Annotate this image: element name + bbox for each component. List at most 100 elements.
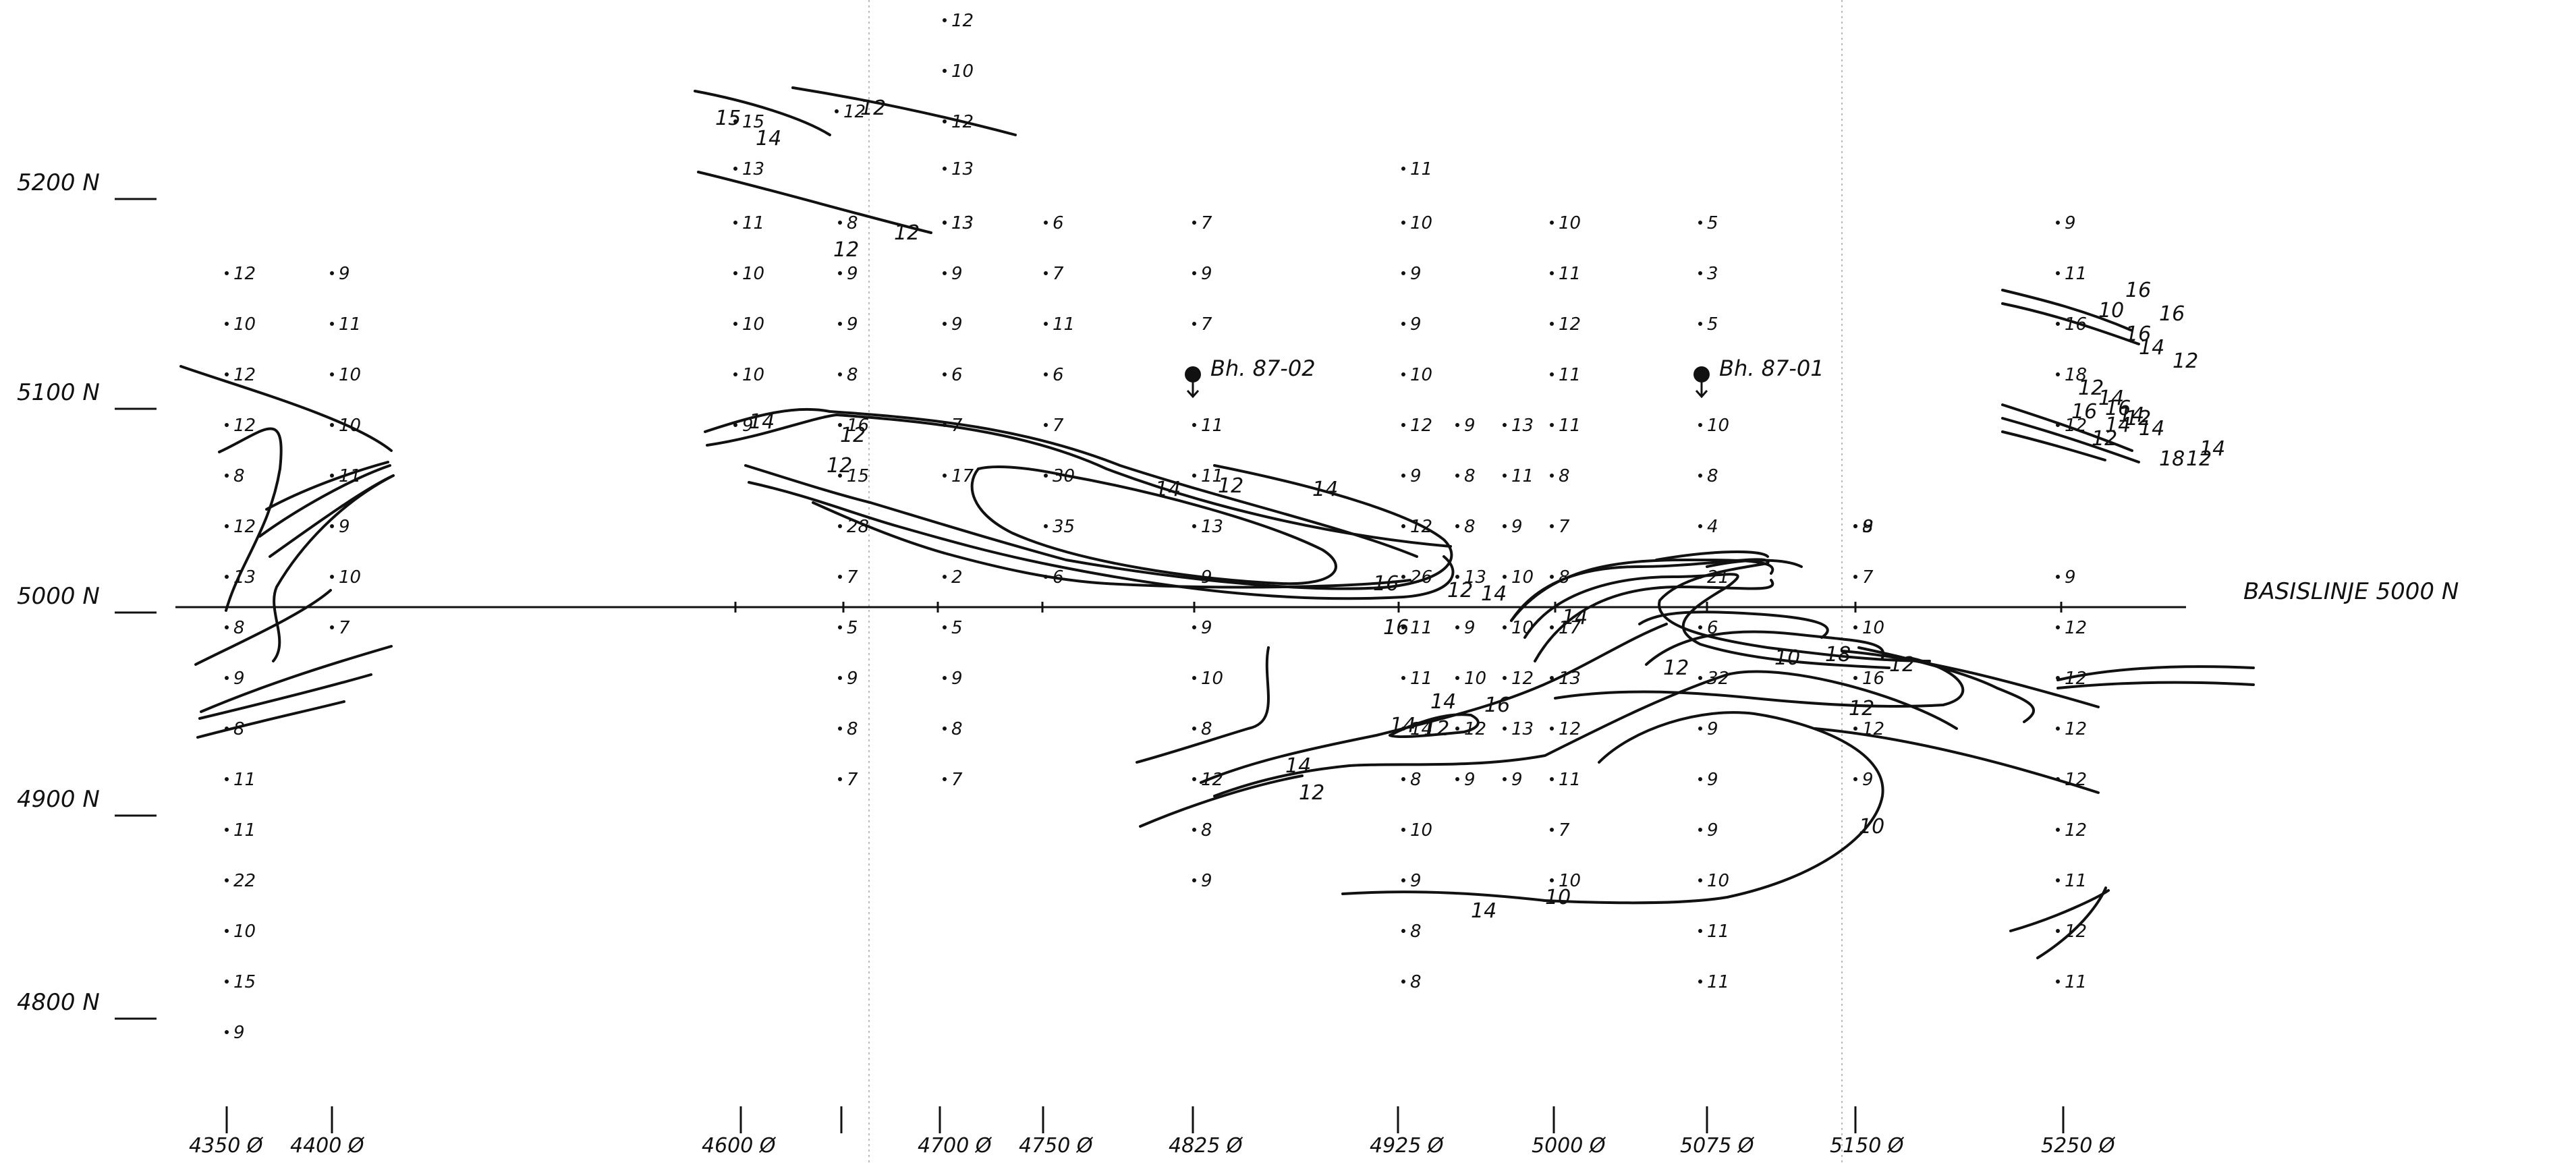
reading-value: 11 <box>1559 264 1581 284</box>
contour-value-label: 12 <box>2078 376 2104 400</box>
reading-value: 10 <box>1559 871 1581 891</box>
reading-dot <box>1192 727 1196 731</box>
reading-value: 12 <box>233 416 256 436</box>
reading-dot <box>330 322 334 326</box>
reading-value: 9 <box>1201 264 1212 284</box>
reading-dot <box>733 119 737 123</box>
reading-value: 11 <box>1410 618 1432 638</box>
reading-dot <box>225 676 229 680</box>
contour-line <box>258 464 391 538</box>
reading-dot <box>1401 423 1405 427</box>
reading-dot <box>1401 676 1405 680</box>
reading-value: 12 <box>1559 314 1581 335</box>
reading-value: 6 <box>1053 365 1064 385</box>
reading-dot <box>1698 423 1702 427</box>
reading-value: 11 <box>1410 669 1432 689</box>
reading-value: 18 <box>2065 365 2087 385</box>
contour-value-label: 10 <box>1545 886 1571 909</box>
reading-dot <box>1044 524 1048 528</box>
contour-value-label: 14 <box>2119 403 2144 427</box>
reading-dot <box>2056 676 2060 680</box>
reading-value: 11 <box>1410 159 1432 179</box>
reading-value: 8 <box>1410 972 1422 992</box>
contour-value-label: 14 <box>1390 714 1416 737</box>
contour-value-label: 12 <box>1849 697 1874 720</box>
baseline-label: BASISLINJE 5000 N <box>2243 578 2459 605</box>
reading-dot <box>1503 676 1507 680</box>
reading-value: 10 <box>1559 213 1581 233</box>
reading-dot <box>1401 929 1405 933</box>
contour-line <box>2001 430 2106 461</box>
reading-dot <box>838 271 842 275</box>
contour-line <box>748 481 1455 600</box>
reading-dot <box>330 271 334 275</box>
reading-dot <box>1698 676 1702 680</box>
reading-value: 7 <box>1559 517 1570 537</box>
reading-value: 17 <box>1559 618 1581 638</box>
reading-dot <box>1455 524 1459 528</box>
contour-value-label: 14 <box>749 410 775 434</box>
reading-value: 12 <box>1559 719 1581 739</box>
reading-value: 7 <box>951 770 963 790</box>
reading-dot <box>1698 271 1702 275</box>
east-label: 4350 Ø <box>189 1134 264 1158</box>
contour-value-label: 14 <box>1481 582 1507 606</box>
reading-value: 9 <box>1201 871 1212 891</box>
reading-value: 9 <box>1707 719 1718 739</box>
borehole-arrow-icon <box>1695 381 1708 399</box>
reading-value: 12 <box>233 517 256 537</box>
reading-value: 10 <box>742 365 764 385</box>
reading-value: 9 <box>1862 770 1874 790</box>
contour-value-label: 12 <box>840 424 866 447</box>
reading-dot <box>1401 271 1405 275</box>
reading-value: 7 <box>1053 264 1064 284</box>
reading-dot <box>943 575 947 579</box>
reading-dot <box>943 423 947 427</box>
reading-value: 15 <box>742 112 764 132</box>
reading-dot <box>1698 322 1702 326</box>
reading-value: 10 <box>1511 567 1534 588</box>
reading-value: 6 <box>951 365 963 385</box>
reading-value: 10 <box>1707 416 1729 436</box>
reading-value: 9 <box>1464 416 1476 436</box>
reading-value: 9 <box>339 264 350 284</box>
reading-value: 5 <box>1707 213 1718 233</box>
contour-line <box>694 90 831 136</box>
reading-value: 11 <box>1511 466 1534 486</box>
reading-value: 9 <box>847 314 858 335</box>
reading-value: 13 <box>951 213 974 233</box>
north-label: 4900 N <box>17 786 100 813</box>
reading-dot <box>1044 474 1048 478</box>
reading-dot <box>1853 727 1857 731</box>
reading-dot <box>1455 423 1459 427</box>
reading-dot <box>330 474 334 478</box>
reading-dot <box>225 727 229 731</box>
contour-value-label: 14 <box>756 127 781 150</box>
reading-value: 14 <box>1410 719 1432 739</box>
reading-dot <box>733 167 737 171</box>
north-label: 5100 N <box>17 379 100 406</box>
reading-value: 7 <box>1201 213 1212 233</box>
contour-line <box>179 365 393 452</box>
reading-dot <box>330 575 334 579</box>
contour-line <box>744 464 1453 590</box>
reading-dot <box>838 474 842 478</box>
reading-value: 10 <box>1511 618 1534 638</box>
reading-value: 10 <box>339 567 361 588</box>
reading-value: 13 <box>1464 567 1486 588</box>
east-label: 5075 Ø <box>1680 1134 1755 1158</box>
reading-dot <box>1550 575 1554 579</box>
east-label: 5000 Ø <box>1532 1134 1606 1158</box>
reading-dot <box>1192 474 1196 478</box>
contour-line <box>269 474 395 662</box>
contour-line <box>1706 559 1803 568</box>
reading-dot <box>1192 322 1196 326</box>
reading-value: 9 <box>951 669 963 689</box>
reading-dot <box>225 322 229 326</box>
reading-value: 9 <box>1707 770 1718 790</box>
reading-dot <box>733 423 737 427</box>
reading-dot <box>1853 777 1857 781</box>
reading-value: 9 <box>1464 618 1476 638</box>
contour-line <box>2056 665 2255 681</box>
reading-value: 12 <box>1410 416 1432 436</box>
